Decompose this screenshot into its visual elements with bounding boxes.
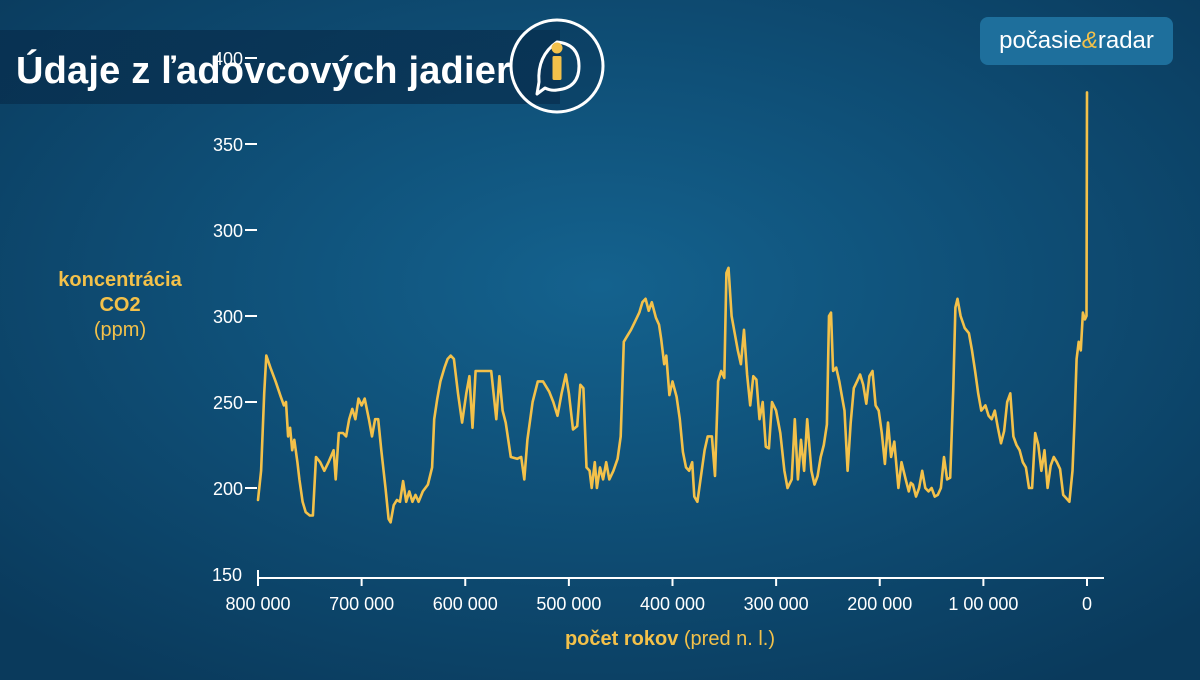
x-tick-label: 800 000 [225, 594, 290, 614]
x-axis-label: počet rokov (pred n. l.) [470, 628, 870, 651]
title-banner [0, 30, 560, 104]
y-tick-label: 350 [213, 135, 243, 155]
x-tick-label: 300 000 [744, 594, 809, 614]
x-tick-label: 1 00 000 [948, 594, 1018, 614]
x-axis-label-main: počet rokov [564, 628, 679, 650]
y-axis-label-line1: koncentrácia [58, 269, 182, 291]
y-axis-unit: (ppm) [93, 319, 147, 341]
x-tick-label: 400 000 [640, 594, 705, 614]
x-tick-label: 600 000 [433, 594, 498, 614]
brand-right: radar [1097, 27, 1154, 54]
x-tick-label: 500 000 [536, 594, 601, 614]
x-axis-unit: (pred n. l.) [683, 628, 776, 650]
x-tick-label: 200 000 [847, 594, 912, 614]
brand-left: počasie [999, 27, 1082, 54]
x-tick-label: 700 000 [329, 594, 394, 614]
y-tick-label: 300 [213, 307, 243, 327]
page-title: Údaje z ľadovcových jadier [16, 50, 512, 92]
y-tick-label: 300 [213, 221, 243, 241]
co2-series-line [256, 91, 1089, 524]
y-tick-label: 200 [213, 479, 243, 499]
brand-logo: počasie&radar [980, 17, 1173, 65]
x-tick-label: 0 [1082, 594, 1092, 614]
info-icon [509, 18, 605, 114]
y-tick-label: 250 [213, 393, 243, 413]
y-axis-label: koncentrácia CO2 (ppm) [30, 268, 210, 343]
y-tick-label: 150 [212, 565, 242, 585]
y-axis-label-line2: CO2 [99, 294, 141, 316]
brand-amp: & [1081, 27, 1098, 54]
y-tick-label: 400 [213, 49, 243, 69]
